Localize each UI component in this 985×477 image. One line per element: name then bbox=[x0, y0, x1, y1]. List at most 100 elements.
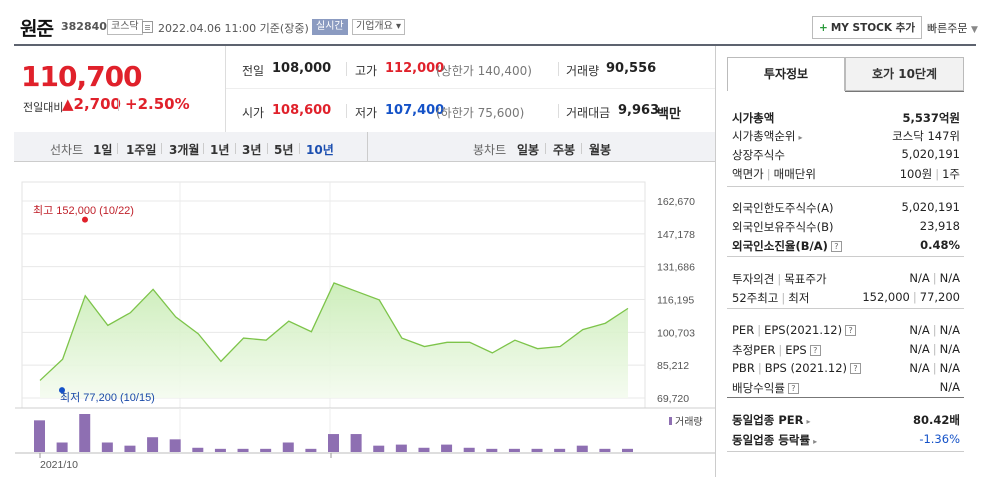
volume-bar bbox=[101, 442, 113, 452]
header-divider bbox=[14, 44, 976, 46]
divider bbox=[117, 143, 118, 154]
amount-unit: 백만 bbox=[657, 107, 681, 122]
tab-order-book[interactable]: 호가 10단계 bbox=[845, 57, 964, 91]
divider bbox=[845, 91, 964, 92]
help-icon[interactable]: ? bbox=[809, 345, 821, 356]
divider bbox=[727, 451, 964, 452]
amount-label: 거래대금 bbox=[566, 106, 611, 120]
divider: | bbox=[777, 272, 782, 286]
label-text: PBR bbox=[732, 361, 755, 375]
period-1y[interactable]: 1년 bbox=[210, 143, 230, 157]
volume-bar bbox=[56, 442, 68, 452]
divider: | bbox=[757, 361, 762, 375]
info-row-value: 코스닥 147위 bbox=[810, 128, 960, 144]
y-tick-label: 147,178 bbox=[657, 229, 695, 241]
amount-value: 9,963 bbox=[618, 103, 660, 118]
divider bbox=[727, 186, 964, 187]
high-value: 112,000 bbox=[385, 61, 445, 76]
volume-bar bbox=[554, 448, 566, 452]
price-change-percent: +2.50% bbox=[125, 95, 190, 113]
period-3m[interactable]: 3개월 bbox=[169, 143, 200, 157]
info-row-value: N/A | N/A bbox=[810, 271, 960, 285]
help-icon[interactable]: ? bbox=[850, 363, 862, 374]
document-icon[interactable] bbox=[142, 21, 153, 33]
label-text: EPS bbox=[785, 343, 807, 357]
info-row-label: 외국인보유주식수(B) bbox=[732, 219, 834, 235]
divider bbox=[346, 62, 347, 76]
label-text: 매매단위 bbox=[773, 167, 816, 181]
divider: | bbox=[932, 342, 937, 356]
y-tick-label: 85,212 bbox=[657, 360, 689, 372]
volume-bar bbox=[531, 448, 543, 452]
label-text: 시가총액 bbox=[732, 111, 775, 125]
my-stock-add-button[interactable]: + MY STOCK 추가 bbox=[812, 16, 922, 39]
divider bbox=[203, 143, 204, 154]
quick-order-button[interactable]: 빠른주문 ▼ bbox=[927, 20, 978, 36]
divider bbox=[727, 308, 964, 309]
info-row-value: N/A | N/A bbox=[810, 323, 960, 337]
stock-code: 382840 bbox=[61, 20, 107, 33]
volume-bar bbox=[169, 439, 181, 452]
label-text: 배당수익률 bbox=[732, 381, 785, 395]
info-row-label: PBR | BPS (2021.12)? bbox=[732, 361, 862, 375]
info-row-label: 52주최고 | 최저 bbox=[732, 290, 809, 306]
volume-bar bbox=[34, 420, 45, 452]
volume-bar bbox=[79, 414, 91, 452]
price-line bbox=[39, 282, 629, 381]
volume-bar bbox=[124, 445, 136, 452]
label-text: 외국인한도주식수(A) bbox=[732, 201, 834, 215]
realtime-button[interactable]: 실시간 bbox=[312, 19, 348, 35]
quote-timestamp: 2022.04.06 11:00 기준(장중) bbox=[158, 22, 309, 35]
y-tick-label: 116,195 bbox=[657, 295, 694, 307]
company-overview-button[interactable]: 기업개요 ▾ bbox=[352, 19, 406, 35]
divider bbox=[235, 143, 236, 154]
value-text: N/A bbox=[909, 271, 930, 285]
volume-label: 거래량 bbox=[566, 64, 600, 78]
y-tick-label: 69,720 bbox=[657, 393, 689, 405]
y-tick-label: 162,670 bbox=[657, 196, 695, 208]
volume-legend-label: 거래량 bbox=[675, 416, 703, 428]
info-row-value: 100원 | 1주 bbox=[810, 166, 960, 182]
info-row-label[interactable]: 시가총액순위 ▸ bbox=[732, 128, 803, 144]
info-row-value: 152,000 | 77,200 bbox=[810, 290, 960, 304]
chevron-down-icon: ▾ bbox=[396, 21, 402, 32]
help-icon[interactable]: ? bbox=[787, 383, 799, 394]
candle-daily[interactable]: 일봉 bbox=[517, 143, 540, 157]
period-3y[interactable]: 3년 bbox=[242, 143, 262, 157]
info-row-value: N/A | N/A bbox=[810, 342, 960, 356]
volume-bar bbox=[305, 448, 317, 452]
help-icon[interactable]: ? bbox=[830, 241, 842, 252]
value-text: N/A bbox=[939, 361, 960, 375]
divider: | bbox=[766, 167, 771, 181]
label-text: BPS (2021.12) bbox=[764, 361, 848, 375]
period-10y[interactable]: 10년 bbox=[306, 143, 334, 157]
price-box bbox=[14, 46, 226, 132]
value-text: 100원 bbox=[899, 167, 933, 181]
period-5y[interactable]: 5년 bbox=[274, 143, 294, 157]
info-row-label: 시가총액 bbox=[732, 110, 774, 126]
info-row-label: PER | EPS(2021.12)? bbox=[732, 323, 857, 337]
lower-limit: (하한가 75,600) bbox=[436, 106, 525, 120]
divider: | bbox=[912, 290, 917, 304]
market-badge: 코스닥 bbox=[107, 19, 143, 35]
value-text: N/A bbox=[939, 342, 960, 356]
volume-bar bbox=[260, 448, 272, 452]
info-row-label[interactable]: 동일업종 등락률 ▸ bbox=[732, 432, 817, 448]
value-text: 152,000 bbox=[862, 290, 910, 304]
volume-bar bbox=[328, 434, 339, 452]
divider bbox=[346, 104, 347, 118]
value-text: 80.42배 bbox=[913, 413, 960, 427]
period-1d[interactable]: 1일 bbox=[93, 143, 113, 157]
label-text: 동일업종 PER bbox=[732, 413, 804, 427]
candle-monthly[interactable]: 월봉 bbox=[589, 143, 612, 157]
label-text: 액면가 bbox=[732, 167, 764, 181]
info-row-label[interactable]: 동일업종 PER ▸ bbox=[732, 412, 810, 428]
help-icon[interactable]: ? bbox=[845, 325, 857, 336]
prev-close-value: 108,000 bbox=[272, 61, 332, 76]
tab-investment-info[interactable]: 투자정보 bbox=[727, 57, 845, 91]
price-chart[interactable]: 162,670 147,178 131,686 116,195 100,703 85,21… bbox=[0, 162, 716, 477]
chevron-right-icon: ▸ bbox=[806, 417, 811, 426]
candle-weekly[interactable]: 주봉 bbox=[553, 143, 576, 157]
period-1w[interactable]: 1주일 bbox=[126, 143, 157, 157]
current-price: 110,700 bbox=[21, 60, 143, 93]
